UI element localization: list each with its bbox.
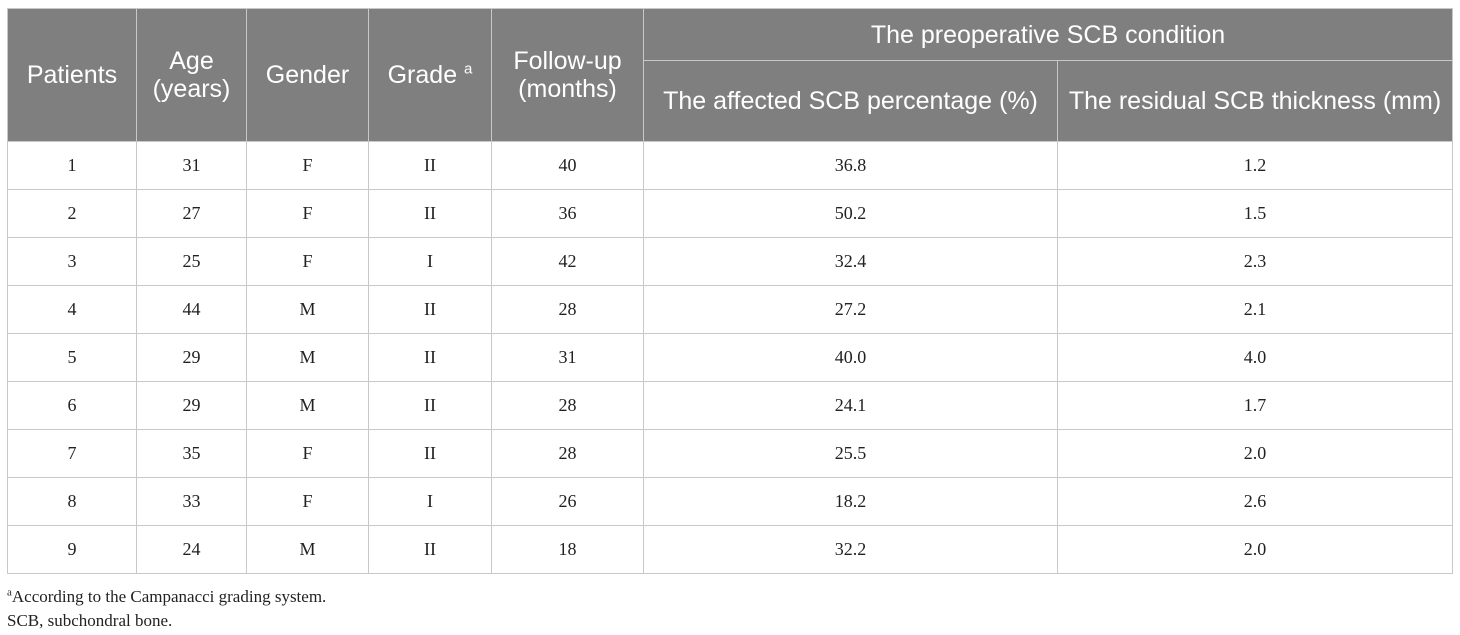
cell-patient: 3	[7, 237, 137, 286]
footnote-mark: a	[7, 586, 12, 599]
cell-age: 31	[136, 141, 247, 190]
cell-residual-thickness: 2.0	[1057, 525, 1453, 574]
cell-patient: 9	[7, 525, 137, 574]
cell-patient: 6	[7, 381, 137, 430]
cell-gender: M	[246, 381, 369, 430]
cell-follow-up: 18	[491, 525, 644, 574]
table-row: 5 29 M II 31 40.0 4.0	[7, 333, 1453, 382]
cell-residual-thickness: 1.2	[1057, 141, 1453, 190]
cell-gender: M	[246, 285, 369, 334]
cell-age: 27	[136, 189, 247, 238]
cell-affected-percentage: 32.2	[643, 525, 1058, 574]
cell-follow-up: 26	[491, 477, 644, 526]
cell-grade: I	[368, 237, 492, 286]
cell-affected-percentage: 50.2	[643, 189, 1058, 238]
cell-residual-thickness: 2.1	[1057, 285, 1453, 334]
table-row: 3 25 F I 42 32.4 2.3	[7, 237, 1453, 286]
header-grade-label: Grade	[387, 61, 458, 89]
table-row: 9 24 M II 18 32.2 2.0	[7, 525, 1453, 574]
cell-patient: 7	[7, 429, 137, 478]
header-patients: Patients	[7, 8, 137, 142]
patient-table: Patients Age (years) Gender Grade a Foll…	[7, 8, 1453, 574]
cell-gender: F	[246, 141, 369, 190]
header-age: Age (years)	[136, 8, 247, 142]
cell-residual-thickness: 2.0	[1057, 429, 1453, 478]
cell-grade: II	[368, 333, 492, 382]
table-row: 2 27 F II 36 50.2 1.5	[7, 189, 1453, 238]
cell-age: 29	[136, 381, 247, 430]
cell-gender: M	[246, 525, 369, 574]
cell-age: 29	[136, 333, 247, 382]
cell-follow-up: 36	[491, 189, 644, 238]
footnote-grading-text: According to the Campanacci grading syst…	[11, 587, 327, 606]
header-gender: Gender	[246, 8, 369, 142]
footnotes: aAccording to the Campanacci grading sys…	[7, 585, 326, 633]
cell-gender: F	[246, 237, 369, 286]
header-preoperative-group: The preoperative SCB condition	[643, 8, 1453, 61]
cell-age: 25	[136, 237, 247, 286]
cell-residual-thickness: 1.5	[1057, 189, 1453, 238]
cell-follow-up: 40	[491, 141, 644, 190]
cell-affected-percentage: 40.0	[643, 333, 1058, 382]
cell-gender: M	[246, 333, 369, 382]
cell-follow-up: 28	[491, 381, 644, 430]
cell-grade: II	[368, 429, 492, 478]
table-body: 1 31 F II 40 36.8 1.2 2 27 F II 36 50.2 1.5 3 25 F I 42 32.…	[7, 141, 1453, 574]
header-grade: Grade a	[368, 8, 492, 142]
table-row: 1 31 F II 40 36.8 1.2	[7, 141, 1453, 190]
cell-patient: 1	[7, 141, 137, 190]
cell-residual-thickness: 2.6	[1057, 477, 1453, 526]
cell-affected-percentage: 24.1	[643, 381, 1058, 430]
cell-grade: II	[368, 381, 492, 430]
cell-age: 24	[136, 525, 247, 574]
header-follow-up: Follow-up (months)	[491, 8, 644, 142]
cell-age: 44	[136, 285, 247, 334]
header-grade-footnote-mark: a	[464, 60, 473, 78]
table-row: 8 33 F I 26 18.2 2.6	[7, 477, 1453, 526]
cell-gender: F	[246, 477, 369, 526]
cell-gender: F	[246, 429, 369, 478]
header-residual-thickness: The residual SCB thickness (mm)	[1057, 60, 1453, 142]
cell-affected-percentage: 18.2	[643, 477, 1058, 526]
cell-patient: 2	[7, 189, 137, 238]
cell-follow-up: 31	[491, 333, 644, 382]
cell-residual-thickness: 2.3	[1057, 237, 1453, 286]
cell-residual-thickness: 4.0	[1057, 333, 1453, 382]
cell-gender: F	[246, 189, 369, 238]
footnote-grading: aAccording to the Campanacci grading sys…	[7, 585, 326, 609]
table-row: 7 35 F II 28 25.5 2.0	[7, 429, 1453, 478]
cell-affected-percentage: 36.8	[643, 141, 1058, 190]
cell-residual-thickness: 1.7	[1057, 381, 1453, 430]
cell-follow-up: 28	[491, 285, 644, 334]
table-row: 6 29 M II 28 24.1 1.7	[7, 381, 1453, 430]
table-row: 4 44 M II 28 27.2 2.1	[7, 285, 1453, 334]
cell-grade: II	[368, 285, 492, 334]
cell-patient: 4	[7, 285, 137, 334]
cell-patient: 8	[7, 477, 137, 526]
cell-patient: 5	[7, 333, 137, 382]
cell-age: 35	[136, 429, 247, 478]
cell-grade: I	[368, 477, 492, 526]
cell-affected-percentage: 32.4	[643, 237, 1058, 286]
cell-age: 33	[136, 477, 247, 526]
cell-follow-up: 28	[491, 429, 644, 478]
cell-grade: II	[368, 141, 492, 190]
cell-affected-percentage: 27.2	[643, 285, 1058, 334]
header-affected-percentage: The affected SCB percentage (%)	[643, 60, 1058, 142]
cell-follow-up: 42	[491, 237, 644, 286]
cell-grade: II	[368, 189, 492, 238]
cell-affected-percentage: 25.5	[643, 429, 1058, 478]
footnote-abbreviation: SCB, subchondral bone.	[7, 611, 173, 630]
cell-grade: II	[368, 525, 492, 574]
